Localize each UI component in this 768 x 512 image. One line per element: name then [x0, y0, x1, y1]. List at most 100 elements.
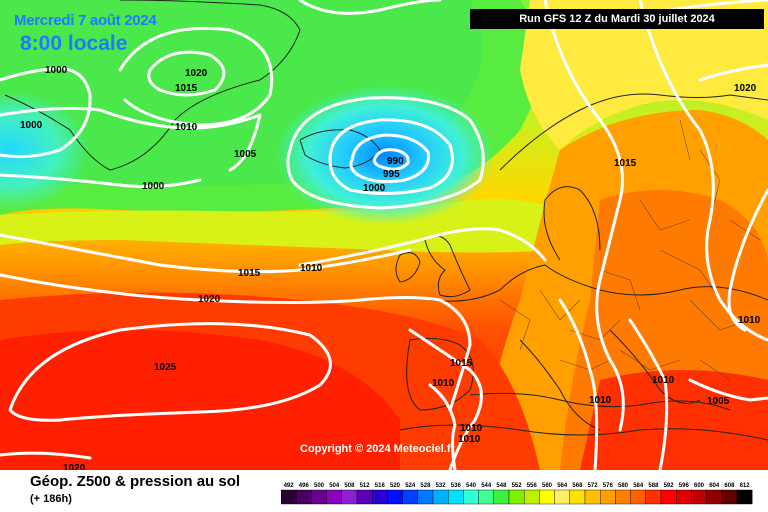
legend-value-540: 540 [466, 483, 477, 489]
border-lines-east [619, 119, 761, 381]
iso-label-1010-g: 1010 [652, 375, 675, 386]
legend-swatch-528 [417, 489, 434, 505]
iso-label-1000-c: 1000 [142, 181, 165, 192]
z500-color-legend: 492 496 500 504 508 512 516 520 524 528 532 536 540 5… [281, 483, 753, 505]
legend-swatch-504 [326, 489, 342, 505]
legend-swatch-576 [600, 489, 616, 505]
isobars [0, 0, 768, 470]
legend-value-552: 552 [512, 483, 523, 489]
legend-value-588: 588 [648, 483, 659, 489]
legend-swatch-496 [295, 489, 312, 505]
iso-label-1010-h: 1010 [738, 315, 761, 326]
isobar-1000-west [0, 66, 92, 159]
iso-label-1010-a: 1010 [175, 122, 198, 133]
legend-swatch-596 [676, 489, 692, 505]
iso-label-1010-f: 1010 [589, 395, 612, 406]
legend-value-500: 500 [314, 483, 325, 489]
border-lines-central [499, 199, 751, 371]
iso-label-1010-c: 1010 [432, 378, 455, 389]
legend-value-568: 568 [572, 483, 583, 489]
legend-value-604: 604 [709, 483, 720, 489]
ireland-coast [395, 252, 421, 283]
legend-value-512: 512 [360, 483, 371, 489]
iso-label-1010-d: 1010 [460, 423, 483, 434]
isobar-1015-iberia [408, 328, 483, 470]
isobar-1010-central [558, 298, 599, 470]
legend-swatch-572 [584, 489, 601, 505]
z500-yellow-north [520, 0, 768, 150]
isobar-990 [373, 148, 410, 171]
lead-time: (+ 186h) [30, 493, 72, 505]
isobar-1010-east [727, 188, 768, 332]
isobar-1025-high [8, 322, 332, 422]
legend-swatch-536 [447, 489, 464, 505]
isobar-1015-arc [118, 26, 274, 127]
legend-value-524: 524 [405, 483, 416, 489]
isobar-1010-band [0, 106, 262, 172]
iso-label-1000-d: 1000 [363, 183, 386, 194]
legend-swatch-516 [371, 489, 388, 505]
isobar-1010-iberia [428, 383, 457, 470]
isobar-1015-nw [298, 0, 442, 15]
legend-value-516: 516 [375, 483, 386, 489]
legend-swatch-580 [615, 489, 631, 505]
iso-label-1020-b: 1020 [198, 294, 221, 305]
legend-value-600: 600 [694, 483, 705, 489]
legend-value-608: 608 [724, 483, 735, 489]
weather-map: 1000 1020 1015 1000 1010 1005 1000 990 9… [0, 0, 768, 470]
legend-swatch-492 [281, 489, 297, 505]
legend-swatch-584 [630, 489, 647, 505]
isobar-1010-mid [298, 227, 547, 267]
britain-coast [424, 235, 471, 298]
legend-swatch-588 [645, 489, 662, 505]
isobar-1015-long [0, 233, 412, 274]
legend-swatch-600 [691, 489, 707, 505]
iso-label-1000-a: 1000 [45, 65, 68, 76]
iceland-low-shading [275, 85, 495, 225]
map-fields-title: Géop. Z500 & pression au sol [30, 473, 241, 490]
legend-value-592: 592 [664, 483, 675, 489]
model-run-banner: Run GFS 12 Z du Mardi 30 juillet 2024 [470, 9, 764, 29]
legend-value-612: 612 [740, 483, 751, 489]
legend-swatch-524 [402, 489, 418, 505]
legend-swatch-612 [736, 489, 753, 505]
legend-value-548: 548 [496, 483, 507, 489]
copyright-notice: Copyright © 2024 Meteociel.fr [300, 443, 455, 455]
isobar-1000-low [328, 118, 454, 196]
legend-swatch-544 [478, 489, 495, 505]
isobar-1020-high [147, 50, 226, 97]
legend-value-544: 544 [481, 483, 492, 489]
legend-swatch-532 [432, 489, 449, 505]
isobar-labels: 1000 1020 1015 1000 1010 1005 1000 990 9… [20, 65, 761, 470]
legend-value-596: 596 [679, 483, 690, 489]
iso-label-1015-c: 1015 [450, 358, 473, 369]
legend-swatch-564 [554, 489, 571, 505]
country-borders [499, 119, 761, 381]
legend-value-504: 504 [329, 483, 340, 489]
iso-label-1020-d: 1020 [63, 463, 86, 470]
iso-label-990: 990 [387, 156, 404, 167]
legend-value-572: 572 [588, 483, 599, 489]
legend-swatch-556 [523, 489, 540, 505]
isobar-1020-sw [0, 451, 92, 460]
legend-swatch-552 [508, 489, 525, 505]
iso-label-1015-a: 1015 [175, 83, 198, 94]
legend-value-536: 536 [451, 483, 462, 489]
legend-value-576: 576 [603, 483, 614, 489]
mediterranean-coast [469, 392, 731, 411]
isobar-1000-sw [0, 173, 202, 189]
iso-label-1015-b: 1015 [238, 268, 261, 279]
forecast-local-time: 8:00 locale [20, 32, 128, 55]
isobar-1005-ring [286, 96, 485, 210]
legend-value-560: 560 [542, 483, 553, 489]
legend-value-492: 492 [284, 483, 295, 489]
legend-swatch-608 [721, 489, 738, 505]
iso-label-1015-d: 1015 [614, 158, 637, 169]
legend-swatch-604 [706, 489, 723, 505]
legend-value-496: 496 [299, 483, 310, 489]
iso-label-1010-b: 1010 [300, 263, 323, 274]
legend-swatch-568 [569, 489, 586, 505]
isobar-1015-east [638, 0, 768, 342]
isobar-1020-ne [698, 63, 768, 82]
legend-swatch-592 [660, 489, 677, 505]
